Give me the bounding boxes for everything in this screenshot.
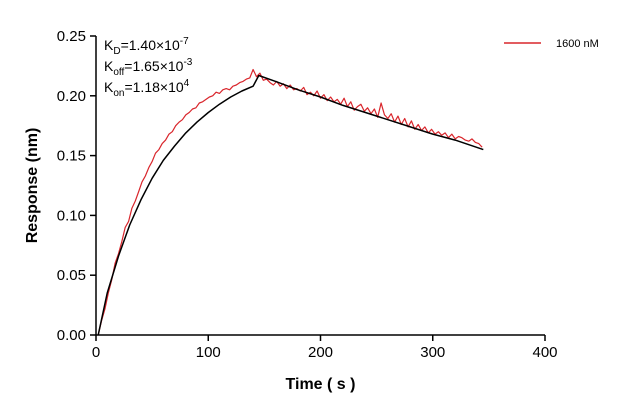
x-tick-label: 400 [532, 344, 557, 361]
y-tick-label: 0.25 [57, 28, 86, 45]
annotation-k-on: Kon=1.18×104 [104, 78, 190, 99]
x-tick-label: 200 [308, 344, 333, 361]
y-tick-label: 0.10 [57, 207, 86, 224]
x-ticks: 0 100 200 300 400 [92, 335, 558, 361]
y-tick-label: 0.05 [57, 267, 86, 284]
series-1600nm-line [97, 68, 483, 336]
y-axis-title: Response (nm) [24, 128, 41, 244]
plot-lines [97, 68, 484, 336]
annotation-k-D: KD=1.40×10-7 [104, 36, 189, 57]
y-ticks: 0.00 0.05 0.10 0.15 0.20 0.25 [57, 28, 96, 344]
fit-curve-line [97, 74, 484, 336]
y-tick-label: 0.15 [57, 148, 86, 165]
x-tick-label: 100 [196, 344, 221, 361]
axes: 0 100 200 300 400 0.00 0.05 0.10 0.15 0.20 0.25 [57, 28, 558, 361]
x-tick-label: 300 [420, 344, 445, 361]
x-axis-title: Time ( s ) [286, 376, 356, 393]
legend-label-1600nm: 1600 nM [556, 38, 599, 50]
y-tick-label: 0.00 [57, 327, 86, 344]
y-tick-label: 0.20 [57, 88, 86, 105]
legend: 1600 nM [504, 38, 599, 50]
annotation-k-off: Koff=1.65×10-3 [104, 57, 193, 78]
x-tick-label: 0 [92, 344, 100, 361]
